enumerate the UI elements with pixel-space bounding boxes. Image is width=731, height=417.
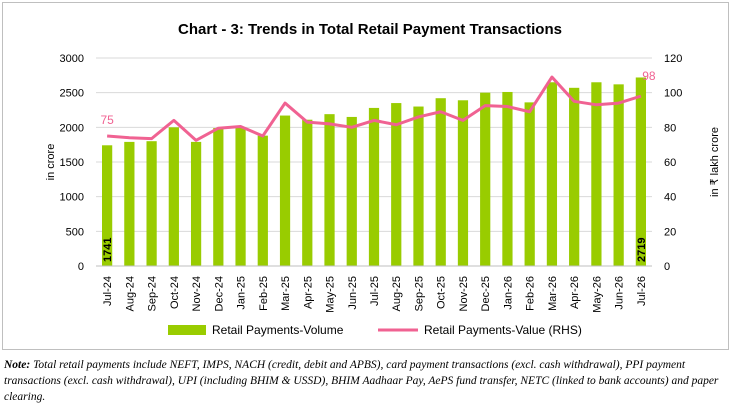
- legend-volume-swatch: [168, 325, 206, 335]
- right-tick-label: 120: [664, 53, 682, 65]
- x-tick-label: Aug-25: [391, 276, 403, 311]
- x-tick-label: Oct-25: [436, 276, 448, 309]
- right-tick-label: 0: [664, 261, 670, 273]
- left-tick-label: 2500: [60, 88, 84, 100]
- data-labels: 1741 2719 75 98: [100, 69, 655, 262]
- volume-bar: [346, 116, 357, 266]
- x-tick-label: Sep-24: [147, 276, 159, 311]
- legend-volume-label: Retail Payments-Volume: [212, 323, 344, 337]
- x-tick-label: Jun-25: [347, 276, 359, 310]
- volume-bar: [213, 128, 224, 266]
- x-tick-label: Feb-26: [525, 276, 537, 311]
- volume-bar: [435, 98, 446, 266]
- line-data-label: 98: [642, 69, 656, 83]
- volume-bar: [235, 127, 246, 266]
- x-tick-label: Dec-24: [213, 276, 225, 311]
- volume-bar: [502, 91, 513, 267]
- legend-value-label: Retail Payments-Value (RHS): [424, 323, 582, 337]
- left-tick-label: 2000: [60, 122, 84, 134]
- volume-bar: [391, 103, 402, 266]
- left-tick-label: 0: [78, 261, 84, 273]
- volume-bar: [635, 77, 646, 266]
- volume-bar: [324, 114, 335, 266]
- volume-bar: [591, 82, 602, 267]
- x-tick-label: Jan-26: [502, 276, 514, 310]
- bar-data-label: 2719: [636, 238, 648, 262]
- volume-bar: [146, 141, 157, 266]
- x-tick-label: Apr-25: [302, 276, 314, 309]
- line-data-label: 75: [100, 113, 114, 127]
- volume-bar: [302, 119, 313, 266]
- note-text: Total retail payments include NEFT, IMPS…: [4, 359, 719, 403]
- x-tick-label: Apr-26: [569, 276, 581, 309]
- x-tick-label: Jan-25: [236, 276, 248, 310]
- volume-bar: [102, 145, 113, 266]
- right-tick-label: 40: [664, 192, 676, 204]
- note-label: Note:: [4, 359, 31, 371]
- x-tick-label: Nov-25: [458, 276, 470, 311]
- x-tick-label: Jul-24: [102, 276, 114, 306]
- volume-bar: [168, 127, 179, 266]
- left-tick-label: 1000: [60, 192, 84, 204]
- volume-bar: [546, 82, 558, 267]
- x-tick-label: Sep-25: [413, 276, 425, 311]
- chart-note: Note: Total retail payments include NEFT…: [4, 357, 720, 405]
- x-tick-label: Jun-26: [614, 276, 626, 310]
- volume-bar: [279, 115, 291, 267]
- chart-frame: [2, 2, 729, 350]
- volume-bar: [124, 141, 135, 266]
- chart-title: Chart - 3: Trends in Total Retail Paymen…: [178, 21, 562, 38]
- value-line-path: [107, 75, 642, 142]
- volume-bar: [368, 107, 380, 266]
- x-tick-label: Dec-25: [480, 276, 492, 311]
- bar-data-label: 1741: [102, 238, 114, 262]
- value-line: [107, 75, 642, 142]
- x-tick-label: May-25: [325, 276, 337, 313]
- x-tick-label: Mar-25: [280, 276, 292, 311]
- volume-bar: [257, 135, 268, 266]
- right-tick-label: 80: [664, 122, 676, 134]
- right-tick-label: 20: [664, 226, 676, 238]
- x-tick-label: Feb-25: [258, 276, 270, 311]
- volume-bar: [190, 141, 202, 266]
- x-tick-label: Mar-26: [547, 276, 559, 311]
- volume-bar: [613, 84, 624, 266]
- x-tick-label: Jul-26: [636, 276, 648, 306]
- x-tick-label: May-26: [591, 276, 603, 313]
- volume-bar: [457, 100, 469, 266]
- volume-bar: [480, 92, 491, 267]
- legend: Retail Payments-Volume Retail Payments-Va…: [168, 323, 582, 337]
- right-axis-label: in ₹ lakh crore: [709, 127, 721, 197]
- x-tick-label: Aug-24: [124, 276, 136, 311]
- right-tick-label: 100: [664, 88, 682, 100]
- left-tick-label: 1500: [60, 157, 84, 169]
- left-tick-label: 3000: [60, 53, 84, 65]
- x-tick-label: Nov-24: [191, 276, 203, 311]
- x-tick-label: Jul-25: [369, 276, 381, 306]
- left-tick-label: 500: [66, 226, 84, 238]
- left-axis-label: in crore: [45, 144, 57, 181]
- volume-bar: [413, 106, 424, 267]
- volume-bar: [524, 102, 535, 266]
- x-tick-label: Oct-24: [169, 276, 181, 309]
- axes: 0 0 500 20 1000 40 1500 60 2000 80 2500 100 3000 120 i…: [45, 53, 721, 313]
- right-tick-label: 60: [664, 157, 676, 169]
- chart: Chart - 3: Trends in Total Retail Paymen…: [45, 21, 721, 337]
- volume-bars: [102, 77, 646, 267]
- volume-bar: [569, 87, 580, 267]
